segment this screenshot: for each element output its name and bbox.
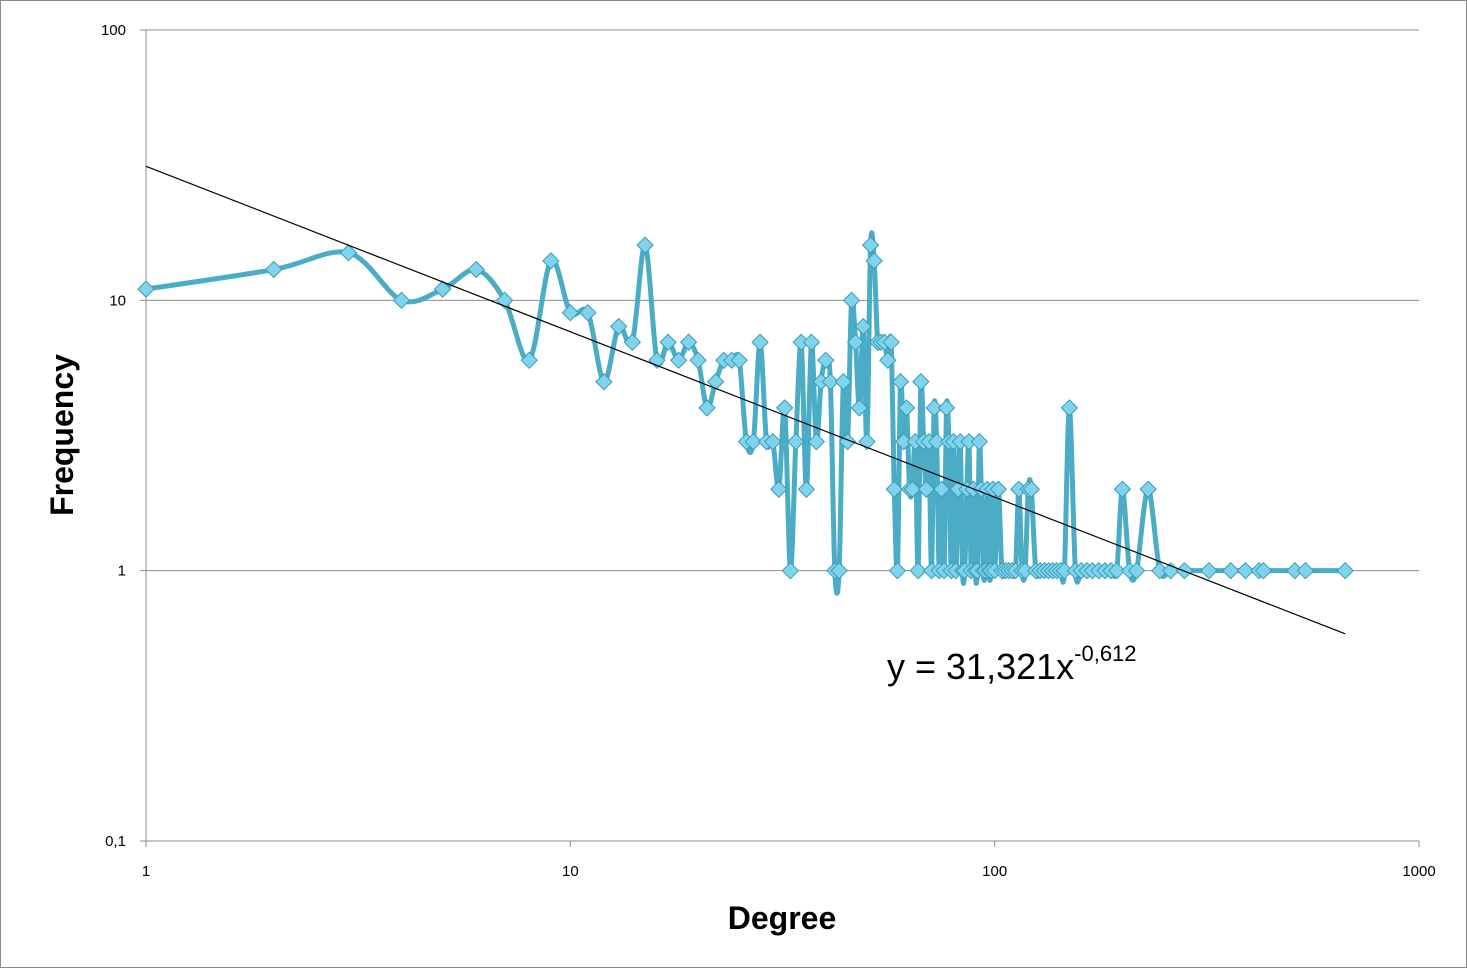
data-point-marker [797, 480, 816, 498]
data-point-marker [392, 291, 411, 310]
trendline-group [145, 165, 1346, 635]
trendline [145, 165, 1346, 635]
data-point-marker [861, 236, 880, 254]
data-point-marker [842, 291, 861, 310]
y-tick-label: 1 [118, 563, 126, 580]
trendline-equation: y = 31,321x-0,612 [887, 641, 1137, 687]
data-point-marker [623, 333, 642, 351]
y-tick-label: 100 [101, 22, 126, 39]
trendline-equation-exponent: -0,612 [1074, 641, 1136, 666]
data-point-marker [882, 333, 900, 351]
data-point-marker [764, 432, 782, 451]
data-point-marker [891, 373, 910, 391]
data-point-marker [669, 351, 688, 370]
data-point-marker [137, 280, 155, 298]
data-point-marker [706, 373, 725, 391]
data-point-marker [927, 432, 946, 451]
data-point-marker [830, 561, 848, 580]
data-point-marker [854, 317, 872, 336]
data-point-marker [265, 260, 283, 279]
data-point-marker [888, 561, 907, 580]
data-point-marker [770, 480, 788, 498]
data-point-marker [689, 351, 707, 370]
data-point-marker [595, 373, 613, 391]
x-tick-label: 100 [982, 863, 1007, 880]
data-point-marker [679, 333, 698, 351]
data-point-marker [561, 303, 580, 322]
data-point-marker [787, 432, 805, 451]
data-point-marker [821, 373, 840, 391]
data-point-marker [339, 244, 358, 262]
data-point-marker [659, 333, 677, 351]
y-axis-title: Frequency [44, 354, 80, 516]
data-point-marker [698, 399, 716, 417]
data-point-marker [1296, 561, 1315, 580]
x-axis-title: Degree [728, 900, 837, 936]
data-point-marker [894, 432, 913, 451]
data-point-marker [579, 303, 597, 322]
data-point-marker [879, 351, 897, 370]
data-point-marker [925, 399, 943, 417]
data-point-marker [885, 480, 903, 498]
axes [140, 29, 1420, 847]
tick-labels: 1 10 100 1000 100 10 1 0,1 [101, 22, 1436, 880]
data-point-marker [433, 280, 452, 298]
series-line [143, 230, 1348, 596]
data-point-marker [1060, 399, 1079, 417]
y-tick-label: 10 [109, 292, 126, 309]
data-point-marker [912, 373, 930, 391]
data-point-marker [520, 351, 538, 370]
data-point-marker [865, 252, 883, 270]
data-point-marker [932, 480, 951, 498]
data-point-marker [730, 351, 748, 370]
data-point-marker [1139, 480, 1157, 498]
data-point-marker [1108, 561, 1126, 580]
trendline-equation-base: y = 31,321x [887, 646, 1074, 687]
data-point-marker [1200, 561, 1218, 580]
data-point-marker [744, 432, 763, 451]
data-point-marker [1336, 561, 1354, 580]
data-point-marker [542, 252, 560, 270]
y-tick-label: 0,1 [105, 833, 126, 850]
data-point-marker [802, 333, 821, 351]
data-point-marker [609, 317, 628, 336]
data-point-marker [1113, 480, 1132, 498]
data-point-marker [970, 432, 989, 451]
data-point-marker [1222, 561, 1240, 580]
data-point-marker [850, 399, 869, 417]
data-series [137, 230, 1354, 596]
data-point-marker [751, 333, 769, 351]
data-point-marker [807, 432, 826, 451]
data-point-marker [817, 351, 835, 370]
data-point-marker [1254, 561, 1273, 580]
data-point-marker [834, 373, 853, 391]
data-point-marker [636, 236, 654, 254]
x-tick-label: 1 [142, 863, 150, 880]
data-point-marker [1127, 561, 1146, 580]
data-point-marker [1236, 561, 1255, 580]
data-point-marker [897, 399, 916, 417]
data-point-marker [937, 399, 956, 417]
data-point-marker [1022, 480, 1041, 498]
data-point-marker [846, 333, 865, 351]
x-tick-label: 1000 [1402, 863, 1435, 880]
x-tick-label: 10 [562, 863, 579, 880]
data-point-marker [917, 480, 935, 498]
data-point-marker [989, 480, 1008, 498]
data-point-marker [467, 260, 485, 279]
data-point-marker [781, 561, 800, 580]
data-point-marker [903, 480, 922, 498]
data-point-marker [909, 561, 927, 580]
